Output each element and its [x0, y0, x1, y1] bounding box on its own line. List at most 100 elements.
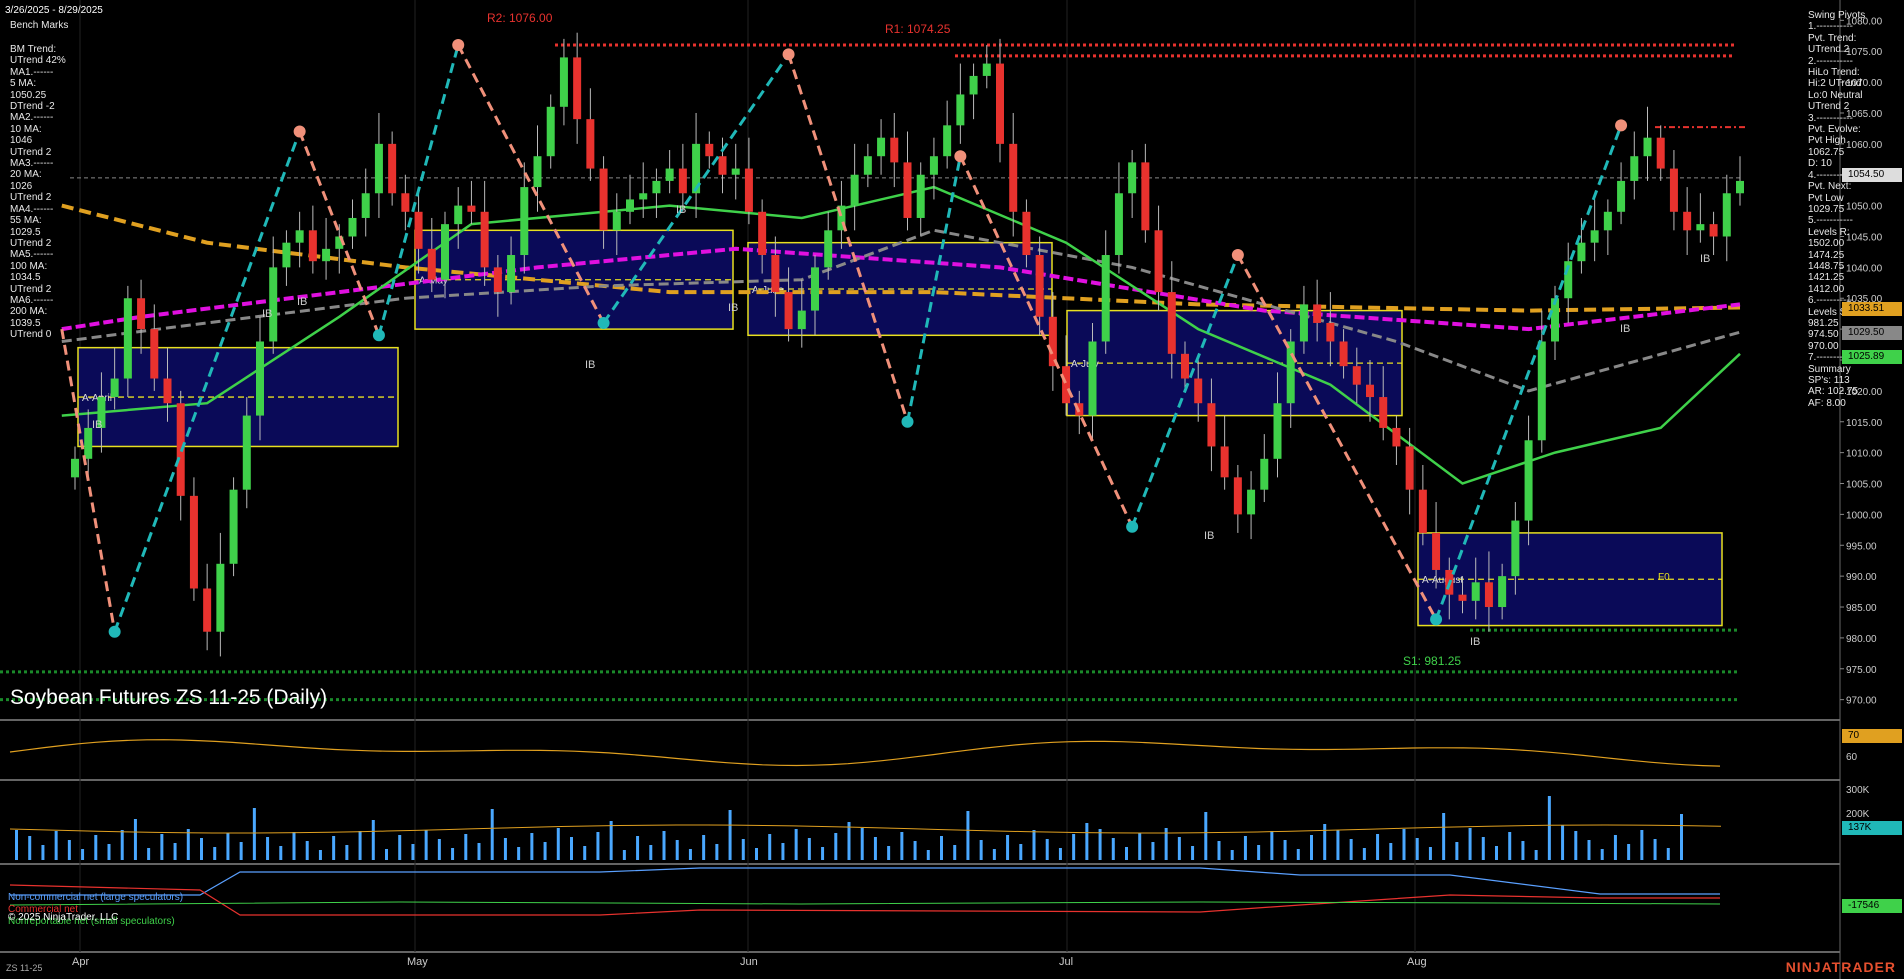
- volume-bar: [147, 848, 151, 860]
- pivot-levels: [0, 43, 1745, 702]
- candle-body: [639, 193, 648, 200]
- pivot-line: HiLo Trend:: [1808, 67, 1860, 79]
- volume-bar: [1468, 828, 1472, 860]
- symbol-label: ZS 11-25: [6, 963, 43, 973]
- benchmark-line: UTrend 2: [10, 146, 52, 158]
- pivot-line: UTrend 2: [1808, 44, 1850, 56]
- benchmark-line: BM Trend:: [10, 44, 57, 55]
- volume-ma: [9, 824, 1722, 834]
- candle-body: [308, 230, 317, 262]
- pivot-line: Swing Pivots: [1808, 10, 1866, 21]
- candle-body: [388, 143, 397, 194]
- volume-bar: [1270, 831, 1274, 860]
- benchmark-line: UTrend 2: [10, 192, 52, 204]
- ib-label: IB: [1470, 636, 1480, 648]
- pivot-line: Pvt High: [1808, 135, 1846, 147]
- volume-tag: 137K: [1842, 821, 1902, 835]
- volume-bar: [1138, 833, 1142, 860]
- candle-body: [1392, 427, 1401, 447]
- range-box-label: A-April: [82, 393, 112, 404]
- pivot-line: UTrend 2: [1808, 101, 1850, 113]
- volume-bar: [649, 845, 653, 860]
- volume-bar: [900, 832, 904, 860]
- benchmark-line: 1039.5: [10, 317, 41, 329]
- candle-body: [1048, 316, 1057, 367]
- volume-bar: [834, 833, 838, 860]
- benchmark-line: MA1.------: [10, 66, 54, 78]
- candle-body: [982, 63, 991, 76]
- price-tick: 1080.00: [1846, 16, 1883, 27]
- ib-label: IB: [1700, 253, 1710, 265]
- price-tick: 1060.00: [1846, 140, 1883, 151]
- volume-bar: [556, 828, 560, 860]
- volume-bar: [1230, 850, 1234, 860]
- volume-panel: 300K 200K: [9, 785, 1870, 860]
- pivot-line: Hi:2 UTrend: [1808, 78, 1862, 90]
- benchmark-line: UTrend 2: [10, 237, 52, 249]
- price-tick: 1000.00: [1846, 510, 1883, 521]
- volume-bar: [371, 820, 375, 860]
- candle-body: [1167, 292, 1176, 354]
- candle-body: [361, 193, 370, 218]
- annotations: F0 R2: 1076.00 R1: 1074.25 S1: 981.25 IB IB IB…: [92, 11, 1710, 668]
- volume-bar: [292, 832, 296, 860]
- candle-body: [797, 310, 806, 330]
- range-box-label: A-August: [1422, 575, 1463, 586]
- volume-tick: 300K: [1846, 785, 1870, 796]
- swing-leg: [60, 328, 117, 632]
- price-tick: 1065.00: [1846, 109, 1883, 120]
- candle-body: [256, 341, 264, 416]
- volume-bar: [1191, 846, 1195, 860]
- pivot-line: 1029.75: [1808, 203, 1845, 215]
- candle-body: [493, 267, 502, 293]
- swing-leg: [1236, 254, 1438, 621]
- copyright: © 2025 NinjaTrader, LLC: [8, 912, 119, 923]
- ma-55: [61, 228, 1741, 393]
- pivot-line: Pvt Low: [1808, 192, 1844, 204]
- volume-bar: [1653, 839, 1657, 860]
- swing-leg: [298, 130, 381, 336]
- volume-bar: [385, 849, 388, 860]
- benchmark-line: MA6.------: [10, 294, 54, 306]
- volume-bar: [1534, 850, 1538, 860]
- benchmark-line: 1034.5: [10, 272, 41, 284]
- candle-body: [1551, 298, 1559, 342]
- candle-body: [1603, 211, 1612, 231]
- volume-bar: [636, 836, 640, 860]
- volume-bar: [1495, 846, 1498, 860]
- volume-bar: [81, 849, 85, 860]
- candle-body: [1696, 224, 1705, 231]
- ib-label: IB: [1620, 323, 1630, 335]
- ma-20: [61, 185, 1741, 485]
- volume-bar: [1481, 837, 1485, 860]
- benchmark-line: 1046: [10, 135, 33, 147]
- candle-body: [1101, 255, 1110, 342]
- legend-small: Nonreportable net (small speculators): [8, 916, 175, 927]
- volume-bar: [1098, 829, 1102, 860]
- volume-bar: [1125, 847, 1128, 860]
- candle-body: [1564, 261, 1573, 299]
- candle-body: [1524, 440, 1533, 521]
- price-tick: 1020.00: [1846, 387, 1883, 398]
- volume-bar: [1019, 844, 1023, 860]
- last-price-tag: 1054.50: [1842, 168, 1902, 182]
- ib-label: IB: [262, 308, 272, 320]
- candle-body: [374, 143, 383, 194]
- volume-bar: [596, 832, 600, 860]
- volume-bar: [1032, 830, 1036, 860]
- volume-bar: [186, 829, 190, 860]
- benchmark-line: MA4.------: [10, 203, 54, 215]
- ib-label: IB: [728, 302, 738, 314]
- volume-bar: [67, 840, 71, 860]
- candle-body: [1273, 403, 1282, 459]
- volume-bar: [28, 836, 32, 860]
- candle-body: [520, 187, 529, 256]
- candle-body: [1511, 520, 1520, 577]
- candle-body: [1590, 230, 1599, 243]
- volume-bar: [503, 838, 507, 860]
- candle-body: [1207, 403, 1216, 447]
- candle-body: [1220, 446, 1229, 478]
- candle-body: [929, 156, 938, 175]
- price-tick: 1070.00: [1846, 78, 1883, 89]
